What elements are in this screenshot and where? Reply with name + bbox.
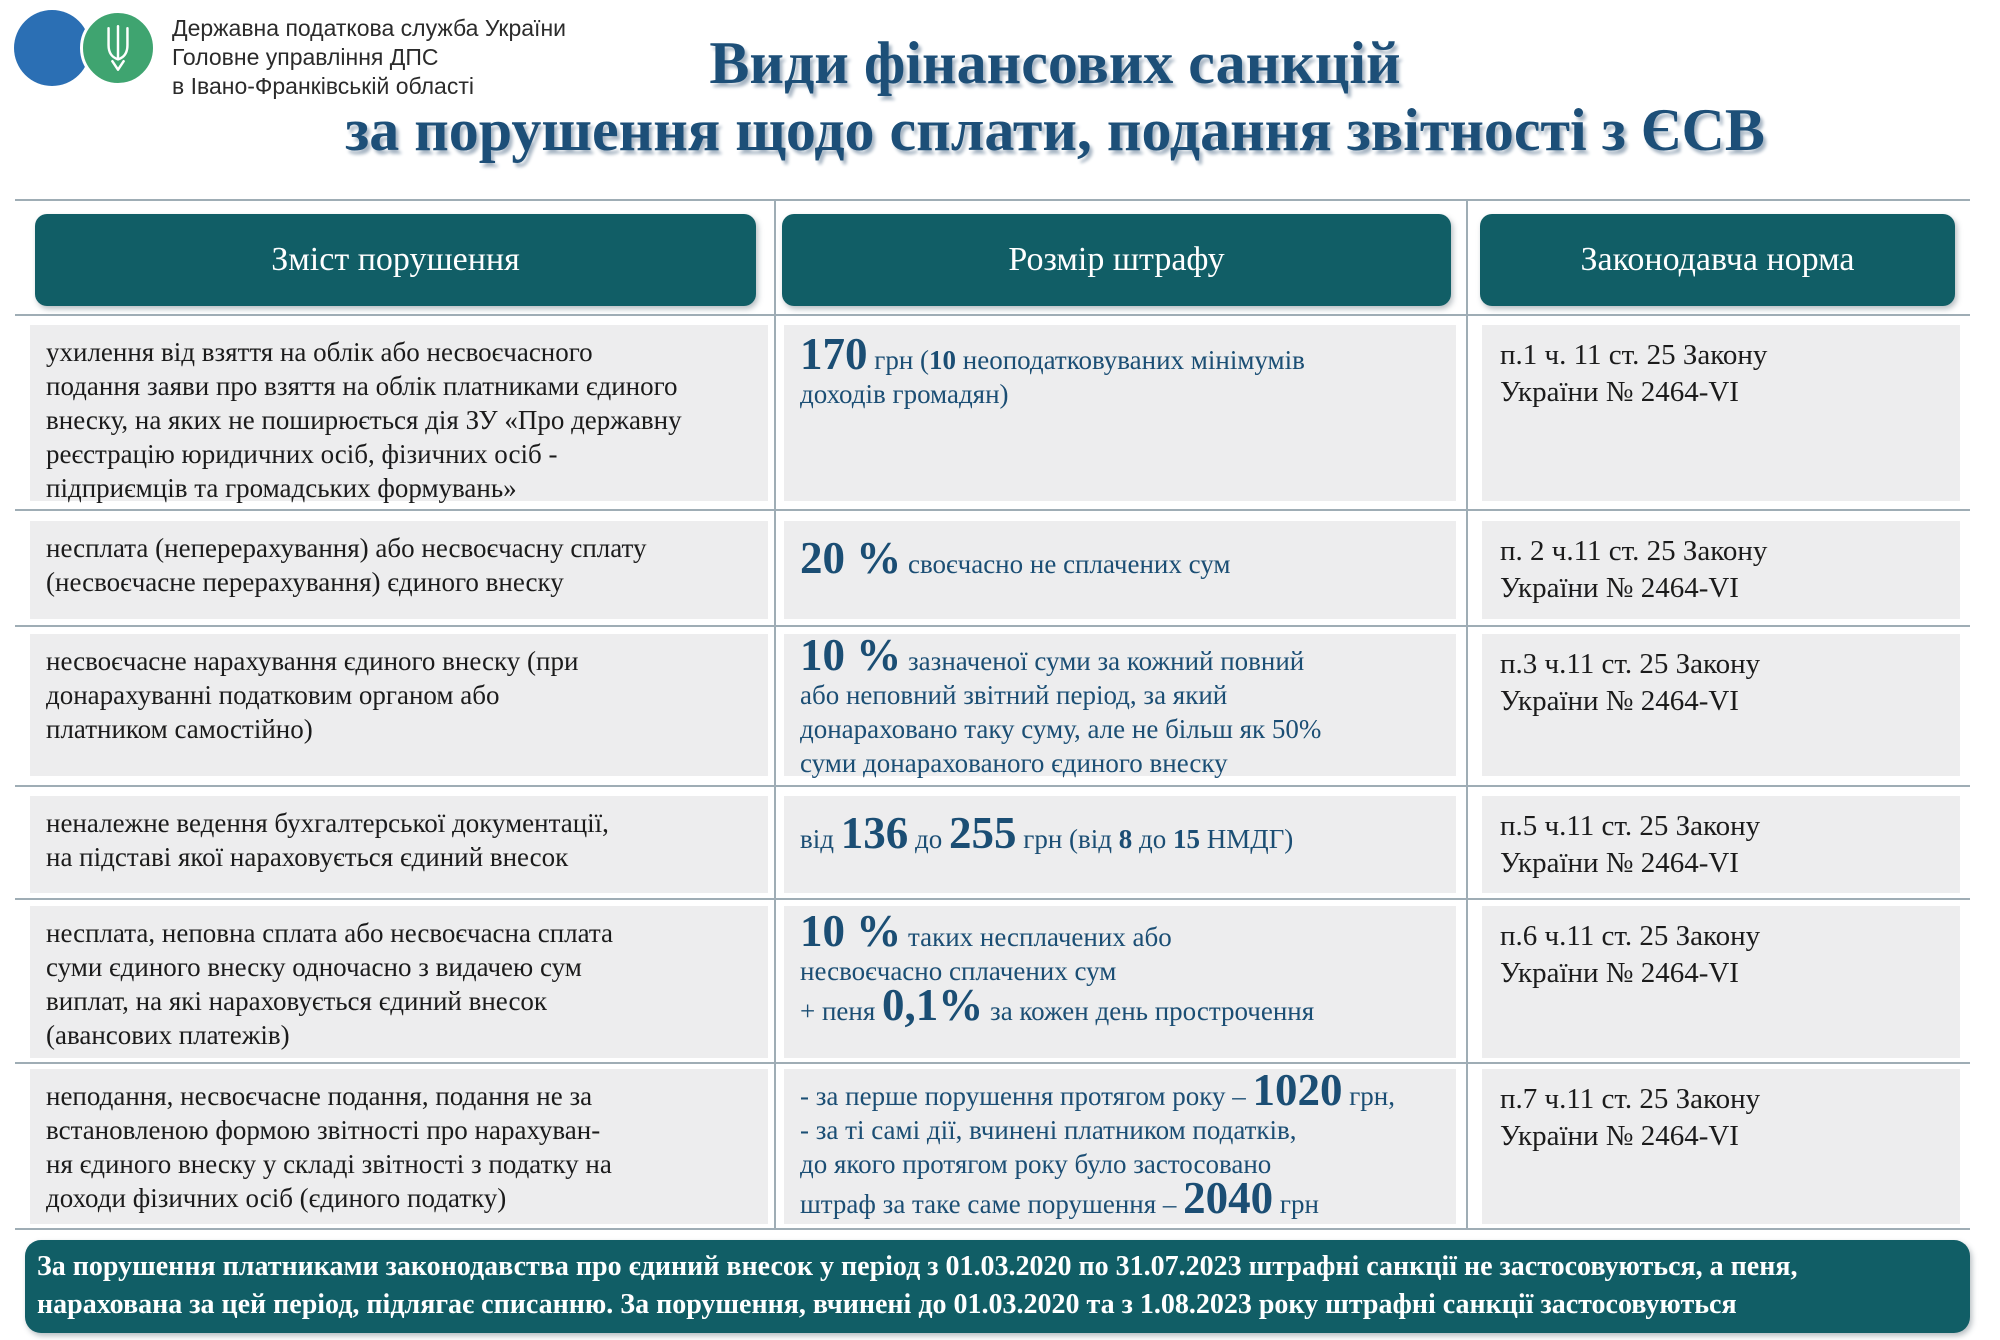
fine-amount: 136 (840, 808, 909, 858)
logo-blue-disc (14, 10, 90, 86)
fine-text: 8 (1118, 824, 1133, 854)
fine-amount: 10 % (800, 906, 902, 956)
column-divider-line (774, 199, 776, 1229)
org-line: Державна податкова служба України (172, 15, 566, 41)
norm-cell: п.1 ч. 11 ст. 25 Закону України № 2464-V… (1482, 325, 1960, 501)
fine-amount: 20 % (800, 533, 902, 583)
violation-cell: несплата (неперерахування) або несвоєчас… (30, 521, 768, 619)
footer-note: За порушення платниками законодавства пр… (25, 1240, 1970, 1333)
row-separator-line (15, 314, 1970, 316)
row-separator-line (15, 625, 1970, 627)
norm-cell: п.7 ч.11 ст. 25 Закону України № 2464-VI (1482, 1069, 1960, 1224)
ukraine-trident-icon (107, 25, 129, 71)
norm-cell: п.3 ч.11 ст. 25 Закону України № 2464-VI (1482, 634, 1960, 776)
fine-text: - за перше порушення протягом року – (800, 1081, 1253, 1111)
column-divider-line (1466, 199, 1468, 1229)
fine-text: до (1132, 824, 1174, 854)
row-separator-line (15, 509, 1970, 511)
fine-text: своєчасно не сплачених сум (901, 549, 1231, 579)
row-separator-line (15, 785, 1970, 787)
fine-text: 15 (1173, 824, 1201, 854)
norm-cell: п.5 ч.11 ст. 25 Закону України № 2464-VI (1482, 796, 1960, 893)
fine-amount: 1020 (1252, 1065, 1343, 1115)
violation-cell: ухилення від взяття на облік або несвоєч… (30, 325, 768, 503)
fine-text: за кожен день прострочення (983, 996, 1315, 1026)
page-title-line1: Види фінансових санкцій (709, 30, 1401, 96)
violation-cell: неналежне ведення бухгалтерської докумен… (30, 796, 768, 893)
fine-text: від (800, 824, 841, 854)
fine-text: 10 (929, 345, 957, 375)
row-separator-line (15, 1228, 1970, 1230)
logo-green-disc (80, 10, 156, 86)
fine-text: неоподатковуваних мінімумів доходів гром… (800, 345, 1305, 409)
fine-cell: 20 % своєчасно не сплачених сум (784, 521, 1456, 619)
org-line: Головне управління ДПС (172, 44, 439, 70)
fine-text: зазначеної суми за кожний повний або неп… (800, 646, 1322, 778)
fine-amount: 255 (949, 808, 1017, 858)
norm-cell: п.6 ч.11 ст. 25 Закону України № 2464-VI (1482, 906, 1960, 1058)
page-title: Види фінансових санкцій за порушення щод… (110, 30, 2000, 164)
violation-cell: неподання, несвоєчасне подання, подання … (30, 1069, 768, 1224)
fine-cell: від 136 до 255 грн (від 8 до 15 НМДГ) (784, 796, 1456, 893)
fine-amount: 170 (800, 329, 868, 379)
col-header-violation: Зміст порушення (35, 214, 756, 306)
table-top-line (15, 199, 1970, 201)
col-header-norm: Законодавча норма (1480, 214, 1955, 306)
fine-text: грн, - за ті самі дії, вчинені платником… (800, 1081, 1395, 1219)
fine-amount: 0,1% (882, 980, 984, 1030)
col-header-fine: Розмір штрафу (782, 214, 1451, 306)
fine-cell: 10 % зазначеної суми за кожний повний аб… (784, 633, 1456, 778)
row-separator-line (15, 898, 1970, 900)
page-title-line2: за порушення щодо сплати, подання звітно… (345, 97, 1765, 163)
fine-text: грн (від (1016, 824, 1119, 854)
fine-text: грн ( (867, 345, 930, 375)
fine-text: до (908, 824, 949, 854)
fine-cell: - за перше порушення протягом року – 102… (784, 1068, 1456, 1224)
violation-cell: несвоєчасне нарахування єдиного внеску (… (30, 634, 768, 776)
fine-amount: 2040 (1183, 1173, 1274, 1223)
norm-cell: п. 2 ч.11 ст. 25 Закону України № 2464-V… (1482, 521, 1960, 619)
fine-amount: 10 % (800, 630, 902, 680)
fine-text: НМДГ) (1200, 824, 1294, 854)
fine-text: таких несплачених або несвоєчасно сплаче… (800, 922, 1172, 1026)
violation-cell: несплата, неповна сплата або несвоєчасна… (30, 906, 768, 1058)
org-name-block: Державна податкова служба України Головн… (172, 14, 566, 101)
row-separator-line (15, 1062, 1970, 1064)
fine-cell: 10 % таких несплачених або несвоєчасно с… (784, 906, 1456, 1058)
fine-cell: 170 грн (10 неоподатковуваних мінімумів … (784, 325, 1456, 501)
org-line: в Івано-Франківській області (172, 73, 474, 99)
fine-text: грн (1273, 1189, 1319, 1219)
